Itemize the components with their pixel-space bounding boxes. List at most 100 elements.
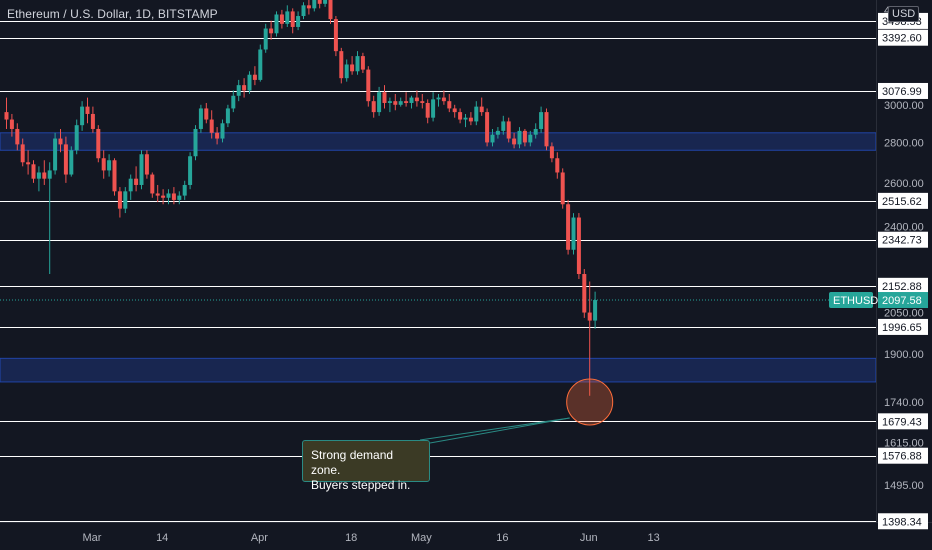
candle-body — [555, 158, 560, 173]
level-price-label: 1996.65 — [882, 322, 922, 334]
candle-body — [587, 312, 592, 321]
candle-body — [4, 112, 9, 120]
price-tick-label: 2600.00 — [884, 178, 924, 190]
candle-body — [80, 106, 85, 126]
time-tick-label: 18 — [345, 532, 357, 544]
candle-body — [571, 217, 576, 250]
level-price-label: 1398.34 — [882, 516, 922, 528]
candle-body — [549, 146, 554, 159]
candle-body — [485, 112, 490, 143]
candle-body — [258, 49, 263, 80]
candle-body — [447, 101, 452, 109]
candle-body — [339, 51, 344, 79]
level-price-label: 2515.62 — [882, 196, 922, 208]
candle-body — [328, 0, 333, 20]
candle-body — [198, 108, 203, 129]
candle-body — [285, 11, 290, 24]
level-price-box — [878, 82, 928, 99]
candle-body — [333, 19, 338, 52]
candle-body — [360, 56, 365, 70]
candle-body — [582, 274, 587, 313]
price-tick-label: 1495.00 — [884, 480, 924, 492]
candle-body — [409, 97, 414, 103]
level-price-label: 2342.73 — [882, 235, 922, 247]
candle-body — [69, 150, 74, 175]
candle-body — [393, 101, 398, 105]
candle-body — [9, 119, 14, 129]
level-price-box — [878, 277, 928, 294]
candle-body — [193, 128, 198, 157]
candle-body — [495, 130, 500, 135]
candle-body — [209, 119, 214, 133]
callout-connector — [419, 417, 570, 441]
candle-body — [512, 138, 517, 145]
candle-body — [15, 128, 20, 145]
candle-body — [344, 64, 349, 79]
currency-badge[interactable]: USD — [888, 6, 920, 22]
price-tick-label-partial: 4 — [884, 5, 890, 17]
candle-body — [490, 134, 495, 143]
candle-body — [279, 14, 284, 24]
level-price-label: 1576.88 — [882, 451, 922, 463]
zones-layer — [0, 132, 877, 383]
level-price-box — [878, 192, 928, 209]
candle-body — [404, 101, 409, 103]
candle-body — [371, 101, 376, 113]
candle-body — [182, 184, 187, 196]
candle-body — [350, 64, 355, 72]
last-price-box — [878, 292, 928, 309]
candle-body — [355, 56, 360, 72]
price-tick-label: 2800.00 — [884, 137, 924, 149]
candle-body — [177, 195, 182, 200]
candle-body — [387, 101, 392, 103]
last-price-label: 2097.58 — [882, 295, 922, 307]
candle-body — [436, 97, 441, 100]
candle-body — [398, 101, 403, 105]
candle-body — [506, 121, 511, 139]
ticker-label: ETHUSD — [833, 295, 878, 307]
candle-body — [263, 28, 268, 50]
candle-body — [225, 108, 230, 124]
level-price-label: 1679.43 — [882, 416, 922, 428]
candle-body — [20, 144, 25, 163]
level-price-box — [878, 231, 928, 248]
candle-body — [247, 74, 252, 91]
candle-body — [220, 123, 225, 139]
candle-body — [161, 195, 166, 198]
candle-body — [101, 158, 106, 171]
candle-body — [139, 154, 144, 185]
level-price-label: 3076.99 — [882, 86, 922, 98]
candle-body — [123, 191, 128, 209]
candle-body — [58, 138, 63, 145]
candle-body — [128, 178, 133, 192]
candle-body — [296, 16, 301, 27]
candle-body — [566, 204, 571, 250]
candle-body — [517, 130, 522, 145]
callout-line-1: Strong demand zone. — [311, 448, 394, 477]
candle-body — [317, 0, 322, 4]
callout-connector — [429, 417, 570, 444]
time-tick-label: Jun — [580, 532, 598, 544]
price-tick-label: 1900.00 — [884, 349, 924, 361]
time-tick-label: Mar — [83, 532, 102, 544]
price-tick-label: 1615.00 — [884, 438, 924, 450]
candle-body — [539, 112, 544, 129]
level-price-label: 3392.60 — [882, 33, 922, 45]
price-tick-label: 1740.00 — [884, 397, 924, 409]
candle-body — [560, 172, 565, 205]
level-price-box — [878, 29, 928, 46]
candle-body — [150, 174, 155, 194]
candle-body — [144, 154, 149, 175]
time-tick-label: 14 — [156, 532, 168, 544]
price-axis-background — [876, 0, 932, 550]
candle-body — [425, 102, 430, 118]
candle-body — [382, 92, 387, 103]
candle-body — [204, 108, 209, 120]
candle-body — [26, 162, 31, 165]
candle-body — [117, 191, 122, 209]
ticker-badge — [829, 292, 873, 309]
demand-zone-2 — [0, 357, 877, 383]
chart-title: Ethereum / U.S. Dollar, 1D, BITSTAMP — [7, 7, 218, 21]
